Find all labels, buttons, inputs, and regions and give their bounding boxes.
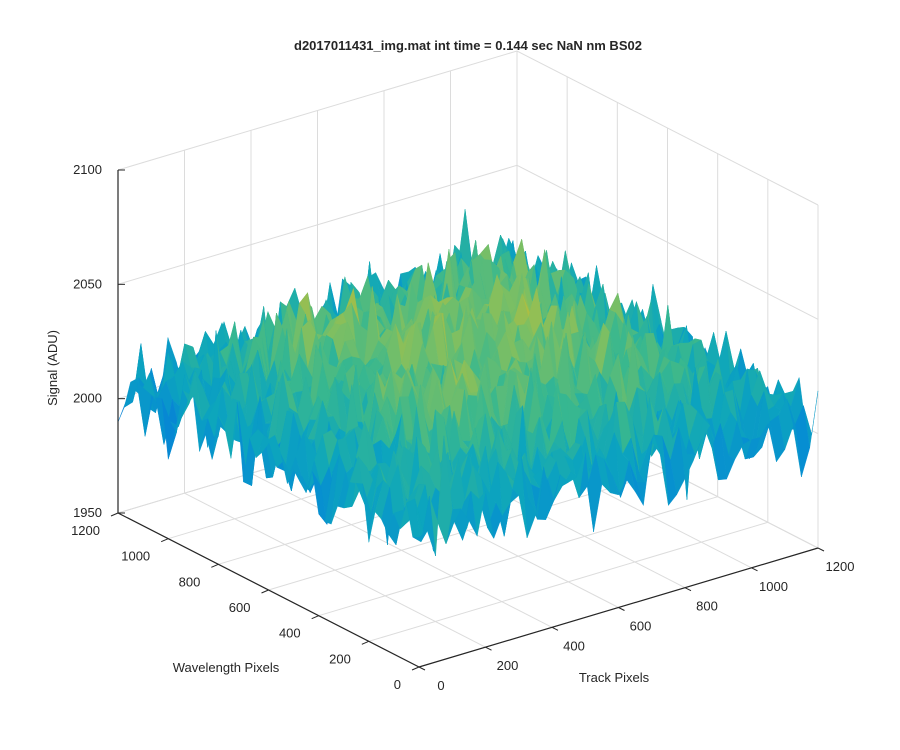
x-tick-mark xyxy=(618,607,625,611)
x-tick-mark xyxy=(418,666,426,671)
surface-patch xyxy=(412,530,428,543)
y-tick-label: 800 xyxy=(179,574,201,589)
y-tick-mark xyxy=(160,538,169,543)
x-axis-label: Track Pixels xyxy=(579,670,650,685)
x-tick-label: 800 xyxy=(696,599,718,614)
axes xyxy=(110,169,825,671)
y-tick-mark xyxy=(311,615,319,620)
z-tick-label: 2100 xyxy=(73,162,102,177)
floor-grid-line xyxy=(268,470,668,591)
x-tick-mark xyxy=(751,567,758,572)
x-tick-mark xyxy=(817,547,825,552)
x-tick-label: 400 xyxy=(563,638,585,653)
y-tick-label: 600 xyxy=(229,600,251,615)
tick-labels: 0 200 400 600 800 1000 1200 0 200 400 600 800 1000 12… xyxy=(71,162,854,693)
x-tick-label: 200 xyxy=(497,658,519,673)
z-tick-label: 2050 xyxy=(73,276,102,291)
y-tick-mark xyxy=(261,589,269,594)
floor-grid-line xyxy=(318,496,718,617)
y-tick-label: 400 xyxy=(279,626,301,641)
x-tick-mark xyxy=(485,646,492,651)
y-tick-label: 1200 xyxy=(71,523,100,538)
x-tick-label: 1200 xyxy=(826,559,855,574)
surface-mesh xyxy=(117,209,819,557)
x-tick-label: 1000 xyxy=(759,579,788,594)
chart-title: d2017011431_img.mat int time = 0.144 sec… xyxy=(294,38,642,53)
z-tick-label: 1950 xyxy=(73,505,102,520)
y-axis-label: Wavelength Pixels xyxy=(173,660,280,675)
x-tick-mark xyxy=(551,626,559,631)
y-tick-label: 200 xyxy=(329,651,351,666)
wall-grid-line xyxy=(117,50,819,206)
wall-grid-line xyxy=(117,164,819,320)
x-tick-label: 600 xyxy=(630,619,652,634)
y-tick-mark xyxy=(211,563,219,568)
floor-grid-line xyxy=(368,521,768,642)
y-tick-mark xyxy=(361,640,370,645)
x-tick-mark xyxy=(684,587,692,592)
z-axis-label: Signal (ADU) xyxy=(45,330,60,406)
y-tick-mark xyxy=(110,512,119,517)
z-tick-label: 2000 xyxy=(73,391,102,406)
y-tick-label: 1000 xyxy=(121,549,150,564)
x-tick-label: 0 xyxy=(437,678,444,693)
y-tick-label: 0 xyxy=(394,677,401,692)
y-tick-mark xyxy=(411,666,420,671)
